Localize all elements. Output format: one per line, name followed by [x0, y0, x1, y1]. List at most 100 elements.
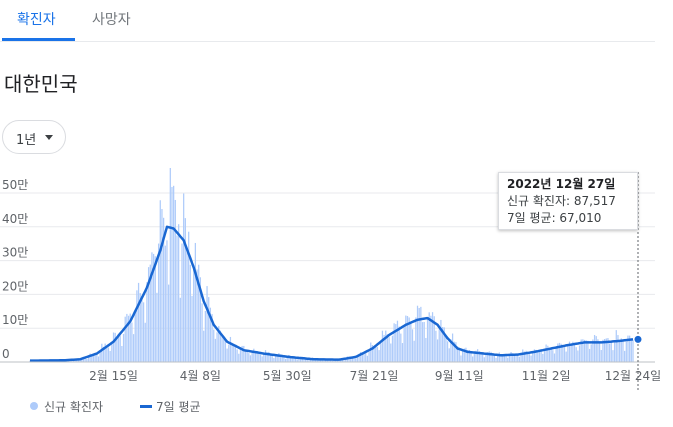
daily-cases-bar	[411, 329, 414, 362]
daily-cases-bar	[577, 350, 579, 362]
daily-cases-bar	[331, 360, 333, 362]
daily-cases-bar	[249, 355, 252, 362]
daily-cases-bar	[482, 353, 484, 362]
daily-cases-bar	[365, 352, 367, 362]
daily-cases-bar	[251, 352, 253, 362]
x-tick-label: 9월 11일	[435, 369, 484, 383]
daily-cases-bar	[214, 338, 217, 362]
daily-cases-bar	[603, 339, 606, 362]
daily-cases-bar	[595, 336, 597, 362]
daily-cases-bar	[542, 353, 544, 362]
daily-cases-bar	[435, 330, 437, 362]
daily-cases-bar	[480, 351, 482, 362]
daily-cases-bar	[615, 330, 617, 362]
daily-cases-bar	[137, 282, 140, 362]
daily-cases-bar	[126, 313, 128, 362]
daily-cases-bar	[518, 356, 521, 362]
daily-cases-bar	[401, 343, 404, 362]
daily-cases-bar	[418, 307, 420, 362]
daily-cases-bar	[343, 360, 345, 362]
daily-cases-bar	[612, 350, 614, 362]
daily-cases-bar	[460, 355, 462, 362]
daily-cases-bar	[572, 341, 574, 362]
daily-cases-bar	[461, 351, 464, 362]
daily-cases-bar	[517, 355, 519, 362]
daily-cases-bar	[425, 337, 427, 362]
daily-cases-bar	[465, 347, 467, 362]
daily-cases-bar	[415, 317, 417, 362]
daily-cases-bar	[565, 351, 567, 362]
daily-cases-bar	[121, 345, 123, 362]
daily-cases-bar	[216, 332, 218, 362]
daily-cases-bar	[400, 333, 402, 362]
daily-cases-bar	[341, 359, 343, 362]
cases-chart[interactable]: 0 10만 20만 30만 40만 50만 2월 15일 4월 8일 5월 30일 7월 21일 9…	[0, 160, 673, 400]
daily-cases-bar	[453, 341, 455, 362]
daily-cases-bar	[391, 335, 394, 362]
daily-cases-bar	[116, 337, 118, 362]
daily-cases-bar	[74, 360, 76, 362]
daily-cases-bar	[254, 351, 257, 362]
daily-cases-bar	[590, 344, 592, 362]
daily-cases-bar	[585, 340, 587, 362]
daily-cases-bar	[266, 352, 268, 362]
daily-cases-bar	[213, 329, 215, 362]
daily-cases-bar	[355, 358, 357, 362]
daily-cases-bar	[512, 353, 514, 362]
daily-cases-bar	[238, 353, 240, 362]
daily-cases-bar	[373, 347, 375, 362]
daily-cases-bar	[163, 217, 165, 362]
daily-cases-bar	[141, 295, 143, 362]
daily-cases-bar	[440, 319, 442, 362]
daily-cases-bar	[473, 353, 475, 362]
daily-cases-bar	[279, 355, 282, 362]
daily-cases-bar	[507, 357, 509, 362]
daily-cases-bar	[253, 348, 255, 362]
daily-cases-bar	[289, 355, 292, 362]
daily-cases-bar	[575, 347, 577, 362]
x-tick-label: 4월 8일	[180, 369, 221, 383]
daily-cases-bar	[558, 342, 561, 362]
daily-cases-bar	[605, 338, 607, 362]
daily-cases-bar	[351, 357, 353, 362]
daily-cases-bar	[523, 351, 526, 362]
daily-cases-bar	[191, 295, 193, 362]
daily-cases-bar	[497, 354, 499, 362]
daily-cases-bar	[426, 319, 429, 362]
daily-cases-bar	[228, 344, 230, 362]
daily-cases-bar	[602, 339, 604, 362]
avg-legend-line	[140, 405, 152, 408]
daily-cases-bar	[256, 351, 258, 362]
daily-cases-bar	[84, 357, 86, 362]
daily-cases-bar	[189, 264, 191, 362]
daily-cases-bar	[166, 240, 168, 362]
daily-cases-bar	[513, 354, 516, 362]
daily-cases-bar	[226, 348, 228, 362]
daily-cases-bar	[410, 322, 412, 362]
tab-cases[interactable]: 확진자	[17, 12, 56, 28]
daily-cases-bar	[271, 354, 273, 362]
daily-cases-bar	[132, 334, 135, 362]
daily-cases-bar	[398, 326, 400, 362]
daily-cases-bar	[388, 337, 390, 362]
daily-cases-bar	[543, 348, 546, 362]
daily-cases-bar	[239, 349, 242, 362]
daily-cases-bar	[363, 353, 365, 362]
daily-cases-bar	[366, 355, 369, 362]
daily-cases-bar	[385, 330, 387, 362]
daily-cases-bar	[540, 351, 542, 362]
tab-deaths[interactable]: 사망자	[92, 12, 131, 28]
daily-cases-bar	[378, 350, 380, 362]
daily-cases-bar	[269, 353, 272, 362]
daily-cases-bar	[446, 341, 449, 362]
time-range-dropdown[interactable]: 1년	[2, 120, 66, 154]
y-tick-label: 10만	[2, 313, 28, 327]
y-tick-label: 0	[2, 347, 10, 361]
daily-cases-bar	[537, 351, 539, 362]
x-tick-label: 11월 2일	[522, 369, 571, 383]
daily-cases-bar	[350, 357, 352, 362]
daily-cases-bar	[395, 324, 397, 362]
daily-cases-bar	[76, 359, 78, 362]
daily-cases-bar	[617, 335, 619, 362]
daily-cases-bar	[441, 327, 444, 362]
